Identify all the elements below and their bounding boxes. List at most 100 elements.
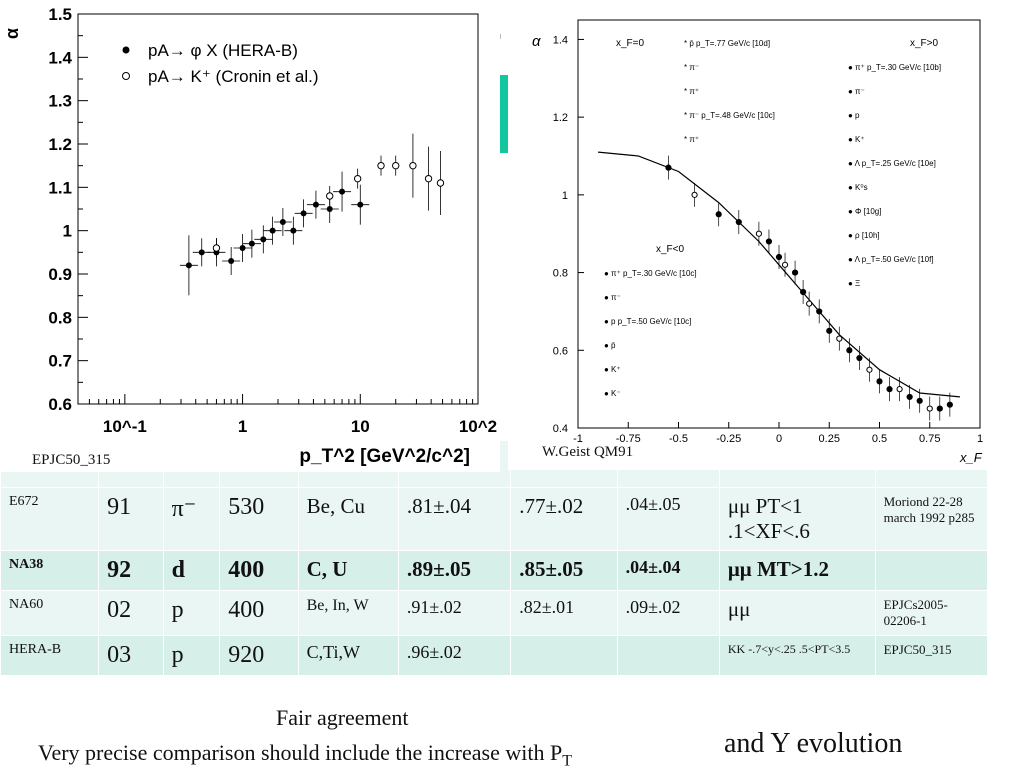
data-point — [866, 366, 873, 373]
data-point — [856, 354, 863, 362]
data-point — [826, 327, 833, 334]
data-point-phi — [248, 240, 255, 247]
legend-entry-right: ● Λ p_T=.50 GeV/c [10f] — [848, 255, 934, 264]
data-point-kaon — [212, 244, 221, 252]
data-point-kaon — [326, 192, 334, 200]
y-tick-label: 0.4 — [553, 423, 568, 435]
x-tick-label: 10^2 — [459, 417, 497, 436]
y-tick-label: 0.7 — [48, 352, 72, 371]
data-point-phi — [326, 206, 333, 212]
data-point-phi — [260, 236, 267, 243]
x-tick-label: -0.75 — [616, 433, 641, 445]
results-table: 70 Pt>1 E672 91 π⁻ 530 Be, Cu .81±.04 .7… — [0, 440, 989, 676]
legend-entry-right: ● π⁻ — [848, 87, 865, 96]
data-point-phi — [300, 210, 307, 217]
data-point — [781, 261, 789, 268]
y-tick-label: 1.2 — [48, 135, 72, 154]
y-tick-label: 1.3 — [48, 92, 72, 111]
data-point — [906, 393, 913, 401]
y-tick-label: 0.8 — [48, 308, 72, 327]
legend-entry-lower: ● K⁺ — [604, 365, 621, 374]
y-tick-label: 1.4 — [553, 34, 568, 46]
x-axis-label: x_F — [959, 450, 983, 465]
data-point-kaon — [353, 174, 362, 183]
legend-marker-filled — [122, 46, 130, 54]
data-point — [755, 230, 762, 237]
y-axis-label: α — [2, 28, 22, 39]
data-point-kaon — [424, 174, 433, 183]
data-point-kaon — [377, 161, 385, 170]
data-point-kaon — [392, 161, 400, 170]
data-point — [886, 386, 893, 393]
data-point — [765, 238, 773, 245]
data-point — [946, 401, 953, 408]
table-row-na38: NA38 92 d 400 C, U .89±.05 .85±.05 .04±.… — [0, 550, 989, 591]
table-row-herab: HERA-B 03 p 920 C,Ti,W .96±.02 KK -.7<y<… — [0, 635, 989, 676]
y-tick-label: 1 — [63, 222, 72, 241]
x-tick-label: -1 — [573, 433, 583, 445]
y-tick-label: 1.4 — [48, 48, 72, 67]
legend-entry-lower: ● p p_T=.50 GeV/c [10c] — [604, 317, 691, 326]
data-point — [775, 253, 783, 261]
left-figure-caption: EPJC50_315 — [32, 452, 111, 468]
data-point-phi — [239, 245, 246, 251]
data-point — [691, 191, 698, 198]
legend-entry-left: * π⁺ — [684, 135, 699, 144]
x-axis-label: p_T^2 [GeV^2/c^2] — [299, 446, 470, 467]
data-point-phi — [357, 201, 364, 208]
legend-entry-lower: ● p̄ — [604, 341, 616, 350]
data-point — [791, 269, 799, 276]
x-tick-label: 0 — [776, 433, 782, 445]
table-row-e672: E672 91 π⁻ 530 Be, Cu .81±.04 .77±.02 .0… — [0, 487, 989, 551]
data-point — [936, 405, 943, 412]
note-precise-comparison: Very precise comparison should include t… — [38, 740, 572, 770]
data-point-phi — [312, 201, 319, 208]
x-tick-label: 0.5 — [872, 433, 887, 445]
legend-entry-left: * π⁺ — [684, 87, 699, 96]
data-point-phi — [290, 227, 297, 234]
plot-frame — [577, 19, 981, 429]
alpha-vs-pt2-figure: 0.6 0.7 0.8 0.9 1 1.1 1.2 1.3 1.4 1.5 10^-1 1 10 10^2… — [0, 0, 500, 472]
y-axis-label: α — [532, 33, 541, 50]
legend-entry-lower: ● K⁻ — [604, 389, 621, 398]
x-tick-label: 10^-1 — [103, 417, 147, 436]
exp-cell: E672 — [0, 487, 100, 551]
legend-entry-right: ● Λ p_T=.25 GeV/c [10e] — [848, 159, 936, 168]
x-tick-label: 1 — [238, 417, 247, 436]
data-point — [876, 378, 883, 385]
note-y-evolution: and Y evolution — [724, 728, 903, 759]
legend-entry-lower: ● π⁺ p_T=.30 GeV/c [10c] — [604, 269, 697, 278]
y-tick-label: 1.1 — [48, 178, 72, 197]
x-tick-label: 0.75 — [919, 433, 940, 445]
x-tick-label: 1 — [977, 433, 983, 445]
data-point-kaon — [409, 161, 417, 170]
alpha-vs-xf-figure: 0.4 0.6 0.8 1 1.2 1.4 -1 -0.75 -0.5 -0.25 0 0.25 0.5… — [508, 0, 988, 470]
legend-entry-left: * π⁻ p_T=.48 GeV/c [10c] — [684, 111, 775, 120]
y-tick-label: 1.2 — [553, 112, 568, 124]
legend-header: x_F>0 — [910, 38, 939, 49]
alpha-vs-xf-chart: 0.4 0.6 0.8 1 1.2 1.4 -1 -0.75 -0.5 -0.25 0 0.25 0.5… — [532, 19, 983, 465]
legend-entry-right: ● K⁰s — [848, 183, 868, 192]
data-point-phi — [269, 227, 276, 234]
data-point-phi — [185, 262, 192, 269]
data-point — [715, 211, 722, 218]
y-tick-label: 1 — [562, 190, 568, 202]
alpha-vs-pt2-chart: 0.6 0.7 0.8 0.9 1 1.1 1.2 1.3 1.4 1.5 10^-1 1 10 10^2… — [2, 5, 497, 467]
data-point — [806, 300, 813, 307]
data-point-phi — [228, 258, 235, 264]
data-point-kaon — [436, 179, 445, 187]
y-tick-label: 0.6 — [48, 395, 72, 414]
table-row-na60: NA60 02 p 400 Be, In, W .91±.02 .82±.01 … — [0, 590, 989, 636]
data-point-phi — [339, 188, 346, 195]
data-point — [665, 164, 672, 171]
x-tick-label: 0.25 — [819, 433, 840, 445]
data-point — [896, 386, 903, 393]
x-tick-label: -0.5 — [669, 433, 688, 445]
legend-header: x_F<0 — [656, 244, 685, 255]
y-tick-label: 0.8 — [553, 268, 568, 280]
data-point — [926, 405, 933, 412]
data-point — [800, 288, 807, 296]
legend-marker-open — [122, 72, 130, 80]
x-tick-label: 10 — [351, 417, 370, 436]
